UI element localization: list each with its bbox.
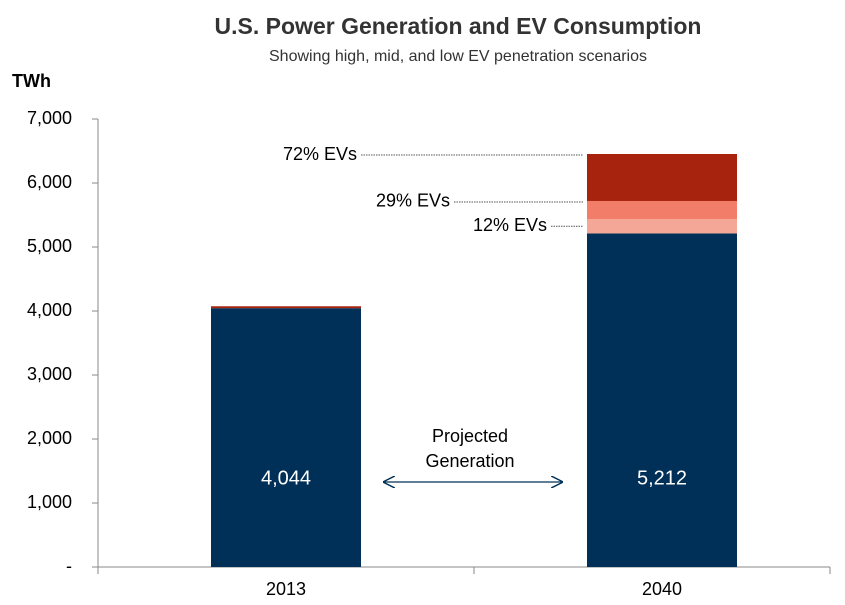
y-tick-label: - [66, 556, 72, 576]
y-tick-label: 5,000 [27, 236, 72, 256]
bar-segment [587, 219, 737, 234]
annotation: Projected [432, 426, 508, 446]
annotation: Generation [425, 451, 514, 471]
y-tick-label: 7,000 [27, 108, 72, 128]
legend-label: 29% EVs [376, 191, 450, 211]
bar-segment [587, 154, 737, 201]
data-label: 5,212 [637, 467, 687, 489]
y-tick-label: 4,000 [27, 300, 72, 320]
x-tick-label: 2040 [642, 579, 682, 599]
y-tick-label: 2,000 [27, 428, 72, 448]
legend-label: 72% EVs [283, 144, 357, 164]
bar-segment [211, 306, 361, 309]
y-tick-label: 1,000 [27, 492, 72, 512]
chart-title: U.S. Power Generation and EV Consumption [215, 13, 702, 39]
x-tick-label: 2013 [266, 579, 306, 599]
bar-segment [587, 233, 737, 567]
bar-segment [211, 308, 361, 567]
chart-subtitle: Showing high, mid, and low EV penetratio… [269, 48, 647, 65]
y-tick-label: 6,000 [27, 172, 72, 192]
y-tick-label: 3,000 [27, 364, 72, 384]
data-label: 4,044 [261, 467, 311, 489]
y-axis-label: TWh [12, 71, 51, 91]
legend-label: 12% EVs [473, 215, 547, 235]
bar-segment [587, 200, 737, 220]
